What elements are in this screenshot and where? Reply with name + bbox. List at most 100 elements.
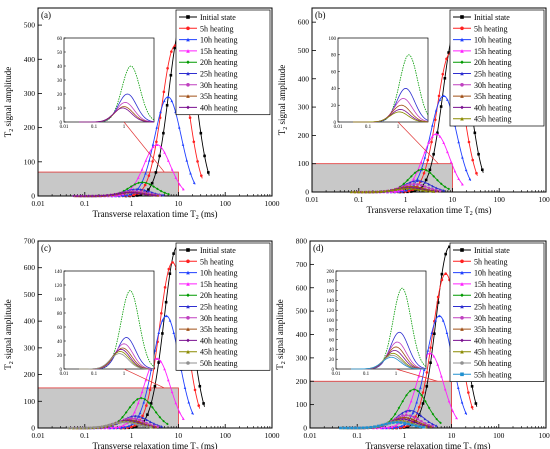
series-marker <box>129 193 132 196</box>
series-marker <box>434 186 438 190</box>
series-marker <box>151 405 154 409</box>
series-marker <box>419 414 423 418</box>
legend-marker <box>186 15 190 19</box>
series-marker <box>161 318 164 322</box>
legend-marker <box>460 71 464 76</box>
x-tick-label: 0.01 <box>303 431 316 440</box>
series-marker <box>90 194 94 198</box>
x-tick-label: 0.1 <box>80 199 90 208</box>
series-marker <box>191 411 194 415</box>
x-tick-label: 0.01 <box>305 195 318 204</box>
series-marker <box>122 419 125 423</box>
series-marker <box>407 422 410 426</box>
y-tick-label: 500 <box>296 307 308 316</box>
x-tick-label: 1000 <box>265 199 280 208</box>
series-marker <box>397 189 401 193</box>
y-tick-label: 400 <box>296 330 308 339</box>
series-marker <box>133 410 136 414</box>
legend-marker <box>460 282 464 286</box>
legend-entry: 15h heating <box>474 280 512 289</box>
series-marker <box>129 419 133 423</box>
series-marker <box>406 416 410 420</box>
inset-series-line <box>78 353 154 370</box>
legend-marker <box>460 338 464 343</box>
series-marker <box>152 422 156 425</box>
series-marker <box>123 420 126 424</box>
series-marker <box>425 385 429 388</box>
series-marker <box>413 189 417 193</box>
series-marker <box>421 402 425 405</box>
y-tick-label: 500 <box>298 46 310 55</box>
series-marker <box>467 391 470 394</box>
series-marker <box>410 423 414 427</box>
series-marker <box>149 425 152 429</box>
legend-entry: 25h heating <box>474 70 512 79</box>
series-marker <box>162 131 165 135</box>
y-axis-label: T2 signal amplitude <box>277 65 289 136</box>
series-marker <box>143 188 146 192</box>
series-marker <box>426 158 430 162</box>
series-marker <box>157 361 160 364</box>
series-marker <box>383 426 387 430</box>
series-marker <box>431 184 434 188</box>
inset-series-line <box>352 111 428 123</box>
x-tick-label: 1000 <box>539 195 550 204</box>
series-marker <box>412 182 416 186</box>
series-marker <box>423 185 427 188</box>
series-marker <box>441 72 445 76</box>
series-marker <box>447 399 451 403</box>
y-tick-label: 0 <box>31 424 35 433</box>
legend-entry: 25h heating <box>200 303 238 312</box>
inset-y-tick-label: 0 <box>334 121 337 126</box>
series-marker <box>143 397 147 401</box>
series-marker <box>415 400 418 404</box>
x-tick-label: 1 <box>404 195 408 204</box>
legend-marker <box>186 349 190 354</box>
series-marker <box>113 192 116 196</box>
series-marker <box>153 348 157 352</box>
series-marker <box>431 424 435 428</box>
series-marker <box>436 178 439 182</box>
series-marker <box>416 177 419 181</box>
x-axis-label: Transverse relaxation time T2 (ms) <box>93 441 218 449</box>
series-marker <box>135 191 139 195</box>
series-marker <box>200 174 203 177</box>
series-marker <box>126 421 130 424</box>
series-marker <box>422 425 425 429</box>
series-marker <box>413 185 416 188</box>
legend-entry: 50h heating <box>200 359 238 368</box>
series-marker <box>427 406 431 410</box>
x-tick-label: 0.1 <box>353 431 363 440</box>
series-marker <box>155 126 159 129</box>
legend-marker <box>186 316 190 320</box>
series-marker <box>166 159 170 162</box>
series-marker <box>417 374 421 378</box>
series-marker <box>118 193 121 197</box>
inset-x-tick-label: 0.1 <box>91 125 98 130</box>
series-marker <box>434 424 438 427</box>
series-marker <box>148 183 152 186</box>
legend-entry: 10h heating <box>200 36 238 45</box>
series-marker <box>417 188 421 191</box>
series-marker <box>167 267 171 271</box>
series-marker <box>147 401 150 404</box>
inset-y-tick-label: 60 <box>57 37 63 42</box>
series-marker <box>400 424 403 428</box>
legend-entry: 30h heating <box>200 81 238 90</box>
inset-series-line <box>79 290 154 370</box>
series-marker <box>407 189 411 193</box>
legend-entry: 15h heating <box>474 47 512 56</box>
x-tick-label: 1000 <box>265 431 280 440</box>
series-line <box>387 95 472 193</box>
series-marker <box>134 417 137 421</box>
inset-y-tick-label: 60 <box>331 70 337 75</box>
inset-y-tick-label: 180 <box>327 280 335 285</box>
y-tick-label: 0 <box>303 424 307 433</box>
panel-label: (a) <box>41 10 51 20</box>
series-marker <box>207 171 210 174</box>
legend-entry: 20h heating <box>474 291 512 300</box>
series-marker <box>141 424 145 428</box>
series-marker <box>424 178 428 182</box>
inset-y-tick-label: 10 <box>57 107 63 112</box>
series-marker <box>86 194 90 198</box>
